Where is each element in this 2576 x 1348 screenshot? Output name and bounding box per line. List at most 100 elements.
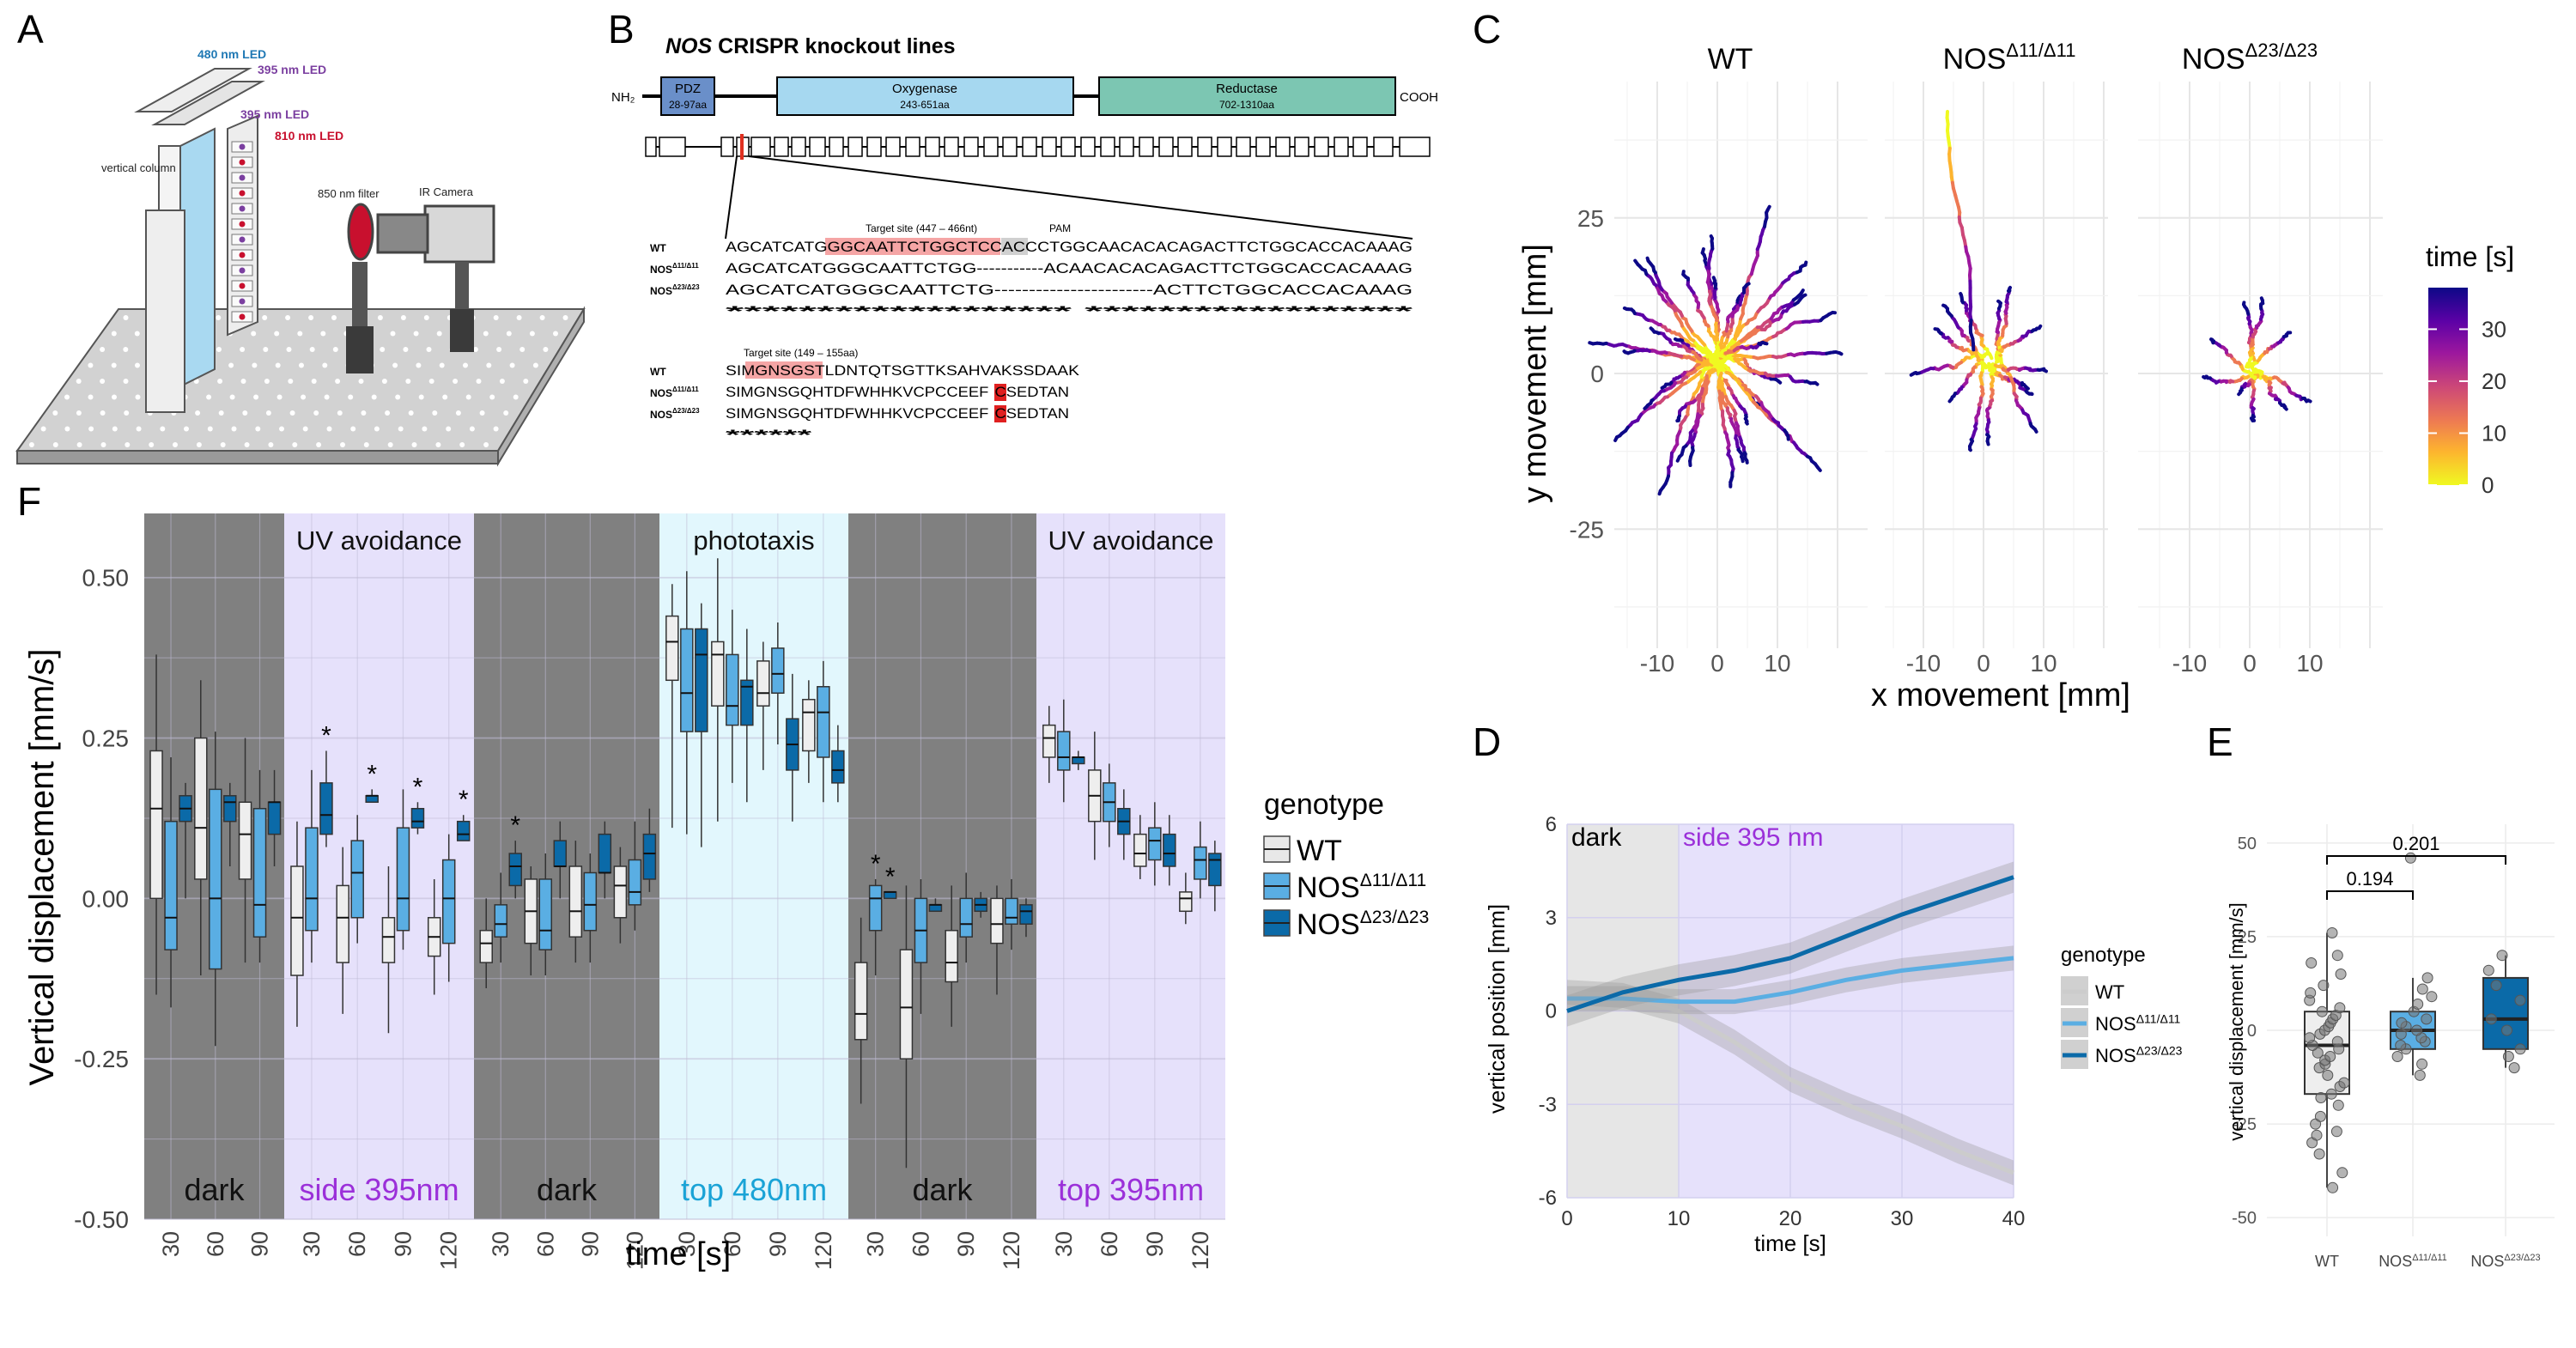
breadboard-hole bbox=[358, 379, 364, 384]
breadboard-hole bbox=[476, 379, 482, 384]
breadboard-hole bbox=[265, 410, 271, 416]
breadboard-hole bbox=[380, 347, 386, 352]
x-tick-label: 10 bbox=[1668, 1207, 1691, 1230]
exon bbox=[720, 137, 734, 157]
ci-band-0 bbox=[1567, 980, 2014, 1186]
exon bbox=[791, 137, 806, 157]
box bbox=[928, 904, 943, 913]
breadboard-hole bbox=[463, 362, 468, 368]
panel-b-title: NOS CRISPR knockout lines bbox=[665, 34, 956, 58]
x-tick-label: 20 bbox=[1779, 1207, 1802, 1230]
data-point bbox=[2490, 980, 2502, 992]
panel-c-xlabel: x movement [mm] bbox=[1871, 677, 2130, 713]
y-tick-label: 6 bbox=[1546, 813, 1557, 836]
prot-seq-d23: SIMGNSGQHTDFWHHKVCPCCEEF *CSEDTAN bbox=[726, 405, 1069, 422]
breadboard-hole bbox=[472, 347, 478, 352]
x-tick-label: 120 bbox=[1188, 1231, 1213, 1270]
breadboard-hole bbox=[76, 379, 82, 384]
legend-label-1: NOSΔ11/Δ11 bbox=[1297, 871, 1426, 904]
breadboard-hole bbox=[134, 331, 140, 337]
box bbox=[336, 884, 349, 963]
legend-label-2: NOSΔ23/Δ23 bbox=[2095, 1044, 2183, 1066]
x-category-1-sup: Δ11/Δ11 bbox=[2412, 1253, 2447, 1263]
panel-f-ylabel: Vertical displacement [mm/s] bbox=[23, 648, 61, 1085]
exon bbox=[1236, 137, 1251, 157]
x-tick-label: 90 bbox=[390, 1231, 416, 1257]
breadboard-hole bbox=[493, 426, 499, 432]
breadboard-hole bbox=[426, 347, 432, 352]
x-tick-label: 60 bbox=[720, 1231, 745, 1257]
panel-letter-b: B bbox=[608, 7, 635, 52]
breadboard-hole bbox=[229, 394, 235, 400]
domain-pdz-name: PDZ bbox=[675, 82, 701, 96]
breadboard-hole bbox=[217, 379, 223, 384]
top-led-panel-395 bbox=[151, 81, 265, 125]
trajectory-segment bbox=[1777, 379, 1783, 385]
box bbox=[598, 833, 612, 874]
breadboard-hole bbox=[286, 347, 292, 352]
exon bbox=[774, 137, 789, 157]
x-tick-label: 10 bbox=[2296, 650, 2323, 677]
box bbox=[456, 820, 471, 841]
breadboard-hole bbox=[125, 442, 131, 447]
x-category-1: NOSΔ11/Δ11 bbox=[2379, 1253, 2447, 1270]
prot-seq-wt-target: MGNSGST bbox=[741, 362, 824, 379]
box bbox=[209, 788, 222, 970]
box bbox=[538, 878, 553, 950]
phase-band-3 bbox=[659, 513, 848, 1219]
box bbox=[238, 801, 252, 880]
breadboard-hole bbox=[493, 315, 499, 320]
trajectory-segment bbox=[1633, 258, 1640, 267]
label-850nm-filter: 850 nm filter bbox=[318, 187, 380, 200]
box bbox=[831, 750, 845, 784]
breadboard-hole bbox=[100, 442, 106, 447]
box bbox=[680, 628, 694, 732]
exon bbox=[1100, 137, 1115, 157]
trajectory-segment bbox=[1643, 404, 1649, 410]
led bbox=[239, 298, 246, 305]
dna-label-d11-name: NOS bbox=[650, 264, 672, 276]
breadboard-hole bbox=[100, 410, 106, 416]
data-point bbox=[2330, 1126, 2342, 1138]
panel-c-trajectories: WT NOSΔ11/Δ11 NOSΔ23/Δ23 -10 0 10 -10 0 10 -10… bbox=[1517, 39, 2514, 713]
dna-seq-wt-target: GGGCAATTCTGGCTCCACCC bbox=[814, 239, 1049, 255]
data-point bbox=[2508, 1062, 2520, 1074]
p-value-label: 0.194 bbox=[2346, 868, 2393, 890]
trajectory-segment bbox=[1674, 337, 1679, 342]
box bbox=[365, 795, 379, 804]
breadboard-hole bbox=[405, 379, 411, 384]
box bbox=[642, 833, 657, 880]
dna-label-d11: NOSΔ11/Δ11 bbox=[650, 262, 699, 276]
box bbox=[164, 820, 178, 950]
panel-letter-d: D bbox=[1473, 720, 1501, 764]
x-tick-label: 120 bbox=[622, 1231, 647, 1270]
breadboard-hole bbox=[361, 410, 367, 416]
prot-seq-wt-pre: SI bbox=[726, 362, 741, 379]
exon bbox=[1158, 137, 1174, 157]
box bbox=[854, 962, 868, 1041]
breadboard-hole bbox=[423, 315, 429, 320]
trajectory-segment bbox=[1657, 489, 1662, 496]
breadboard-hole bbox=[302, 426, 308, 432]
trajectory-segment bbox=[2024, 385, 2030, 391]
exon bbox=[1399, 137, 1431, 157]
panel-letter-c: C bbox=[1473, 7, 1501, 52]
x-tick-label: 30 bbox=[158, 1231, 184, 1257]
exon bbox=[750, 137, 771, 157]
dna-label-d23-name: NOS bbox=[650, 285, 672, 297]
data-point bbox=[2314, 1110, 2326, 1122]
x-tick-label: -10 bbox=[1906, 650, 1941, 677]
prot-seq-d23-pre: SIMGNSGQHTDFWHHKVCPCCEEF bbox=[726, 405, 988, 422]
breadboard-side bbox=[497, 306, 585, 467]
box bbox=[194, 737, 208, 880]
box bbox=[1163, 833, 1176, 867]
breadboard-hole bbox=[297, 331, 303, 337]
dna-seq-wt-pam: TGG bbox=[1049, 239, 1085, 255]
data-point bbox=[2318, 980, 2330, 992]
breadboard-hole bbox=[309, 347, 315, 352]
prot-seq-d23-stop: * bbox=[988, 405, 995, 422]
breadboard-hole bbox=[124, 410, 130, 416]
phase-bottom-label-1: side 395nm bbox=[299, 1172, 459, 1207]
